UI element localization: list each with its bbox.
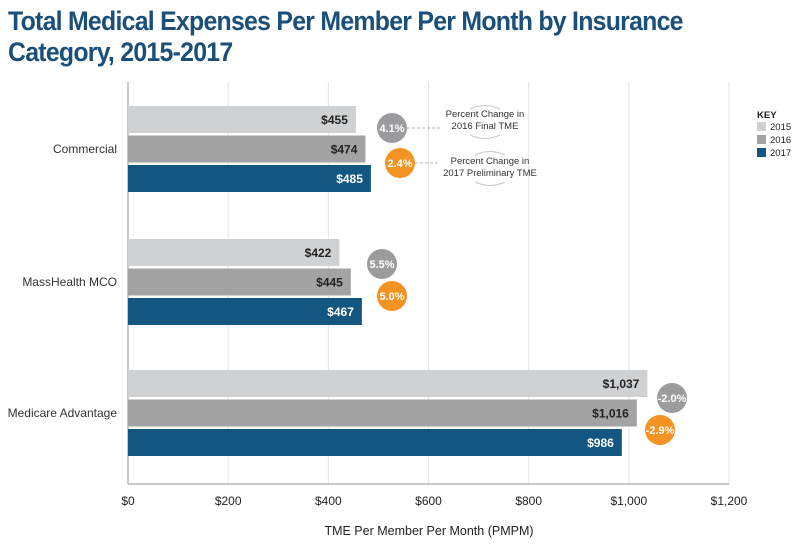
x-tick-label: $1,200 [711, 494, 748, 508]
category-label: MassHealth MCO [22, 275, 117, 289]
bar-labels: $455 $474 $485 $422 $445 $467 $1,037 $1,016 $986 [305, 113, 640, 450]
annotation-text: Percent Change in [446, 109, 525, 120]
x-tick-label: $600 [415, 494, 442, 508]
percent-change-circle [385, 148, 415, 178]
bar-value-label: $1,016 [592, 407, 629, 421]
chart-title: Total Medical Expenses Per Member Per Mo… [8, 6, 683, 67]
percent-change-label: 2.4% [387, 158, 412, 170]
bar-2017 [128, 429, 622, 456]
bar-value-label: $422 [305, 246, 332, 260]
category-labels: Commercial MassHealth MCO Medicare Advanta… [8, 142, 118, 420]
category-label: Medicare Advantage [8, 406, 118, 420]
x-axis-ticks: $0 $200 $400 $600 $800 $1,000 $1,200 [121, 494, 747, 508]
legend-swatch-2016 [757, 135, 766, 144]
annotation-text: 2016 Final TME [452, 121, 519, 132]
legend-title: KEY [757, 110, 777, 121]
annotation-arc [469, 134, 501, 139]
percent-change-circle [645, 415, 675, 445]
bar-value-label: $986 [587, 436, 614, 450]
annotation-arc [469, 105, 501, 110]
bar-2017 [128, 165, 371, 192]
bar-2015 [128, 239, 340, 266]
bars [128, 106, 648, 456]
bar-value-label: $445 [316, 276, 343, 290]
bar-value-label: $485 [336, 172, 363, 186]
percent-change-circle [377, 281, 407, 311]
legend-swatch-2015 [757, 122, 766, 131]
x-tick-label: $800 [515, 494, 542, 508]
legend-label: 2016 [770, 135, 791, 146]
x-tick-label: $400 [315, 494, 342, 508]
bar-2016 [128, 399, 637, 427]
annotation-arc [474, 151, 506, 156]
percent-change-circle [377, 113, 407, 143]
bar-2015 [128, 106, 356, 133]
legend-label: 2015 [770, 122, 791, 133]
percent-change-label: 4.1% [379, 123, 404, 135]
bar-value-label: $474 [331, 143, 358, 157]
x-tick-label: $1,000 [610, 494, 647, 508]
bar-2017 [128, 298, 362, 325]
x-axis-title: TME Per Member Per Month (PMPM) [324, 524, 533, 538]
category-label: Commercial [53, 142, 117, 156]
percent-change-label: -2.9% [646, 425, 675, 437]
legend-label: 2017 [770, 148, 791, 159]
bar-value-label: $455 [321, 113, 348, 127]
annotation-text: Percent Change in [451, 156, 530, 167]
percent-change-circle [657, 383, 687, 413]
bar-2015 [128, 370, 648, 397]
annotation-arc [474, 181, 506, 186]
bar-value-label: $1,037 [603, 377, 640, 391]
bar-2016 [128, 135, 366, 163]
bar-2016 [128, 268, 351, 296]
percent-change-label: 5.5% [369, 259, 394, 271]
percent-change-label: 5.0% [379, 291, 404, 303]
x-tick-label: $0 [121, 494, 135, 508]
annotation-text: 2017 Preliminary TME [443, 168, 537, 179]
percent-change-label: -2.0% [658, 393, 687, 405]
percent-change-circle [367, 249, 397, 279]
percent-change-markers: 4.1% 5.5% -2.0% 2.4% 5.0% -2.9% [367, 113, 687, 445]
bar-value-label: $467 [327, 305, 354, 319]
x-tick-label: $200 [215, 494, 242, 508]
legend-swatch-2017 [757, 148, 766, 157]
